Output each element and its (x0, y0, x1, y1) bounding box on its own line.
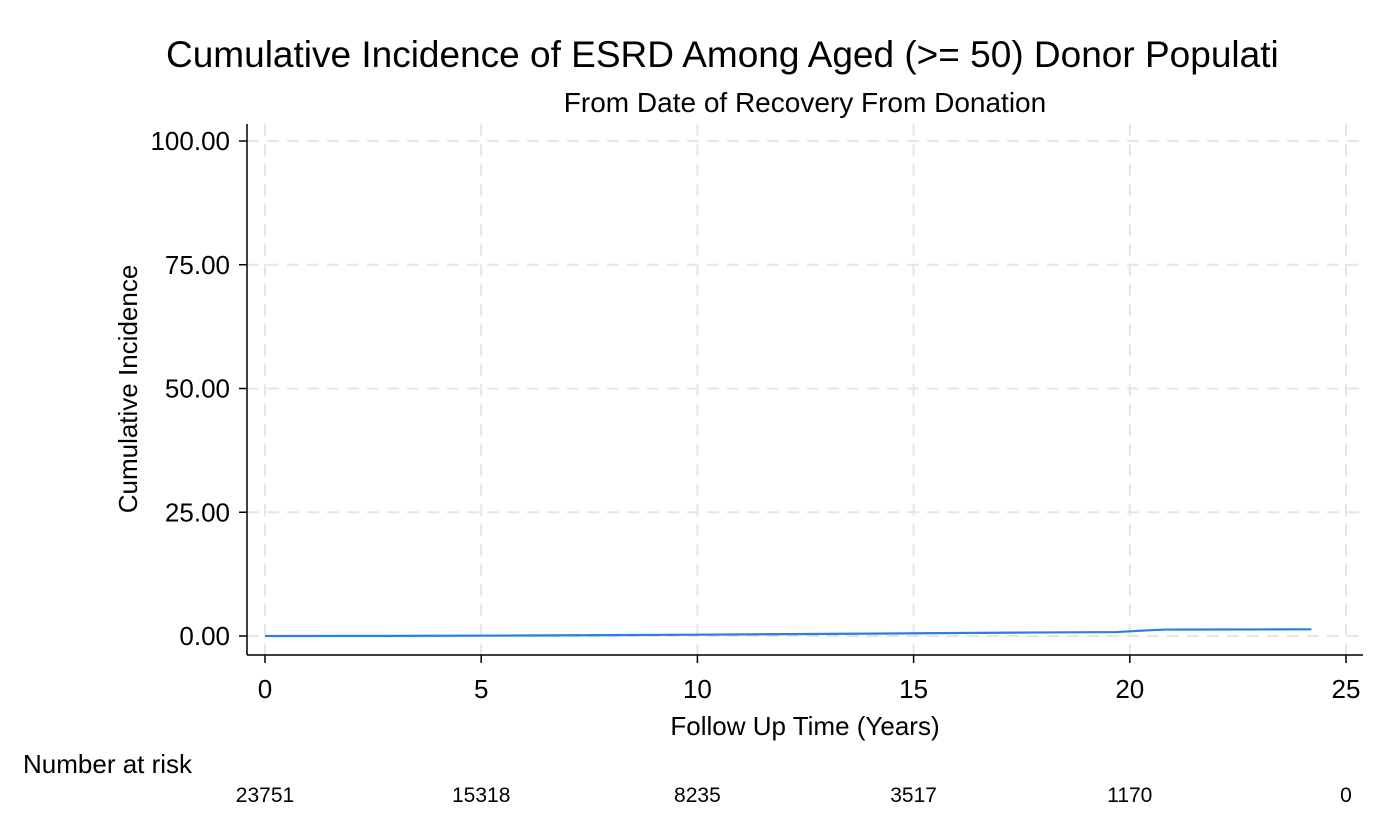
series-line (264, 628, 1312, 638)
chart-subtitle: From Date of Recovery From Donation (564, 87, 1046, 118)
risk-count: 0 (1340, 784, 1352, 807)
risk-count: 1170 (1107, 784, 1152, 807)
x-tick-label: 5 (474, 674, 488, 704)
grid-lines (247, 124, 1363, 655)
x-tick-label: 20 (1115, 674, 1144, 704)
risk-count: 15318 (452, 784, 510, 807)
axes (246, 124, 1363, 656)
y-axis-label: Cumulative Incidence (113, 265, 143, 514)
x-axis-label: Follow Up Time (Years) (670, 711, 939, 741)
risk-count: 3517 (890, 784, 937, 807)
y-tick-label: 75.00 (165, 250, 230, 280)
risk-table: 23751 15318 8235 3517 1170 0 (236, 784, 1352, 807)
y-tick-label: 100.00 (150, 126, 230, 156)
y-tick-label: 25.00 (165, 497, 230, 527)
x-tick-label: 0 (258, 674, 272, 704)
x-tick-label: 15 (899, 674, 928, 704)
chart-title: Cumulative Incidence of ESRD Among Aged … (166, 34, 1279, 75)
y-tick-label: 50.00 (165, 374, 230, 404)
x-tick-label: 10 (683, 674, 712, 704)
x-ticks: 0 5 10 15 20 25 (258, 655, 1361, 704)
risk-count: 8235 (674, 784, 721, 807)
risk-table-label: Number at risk (23, 749, 193, 779)
risk-count: 23751 (236, 784, 294, 807)
y-ticks: 0.00 25.00 50.00 75.00 100.00 (150, 126, 247, 651)
y-tick-label: 0.00 (179, 621, 230, 651)
x-tick-label: 25 (1332, 674, 1361, 704)
series-group (264, 628, 1312, 638)
